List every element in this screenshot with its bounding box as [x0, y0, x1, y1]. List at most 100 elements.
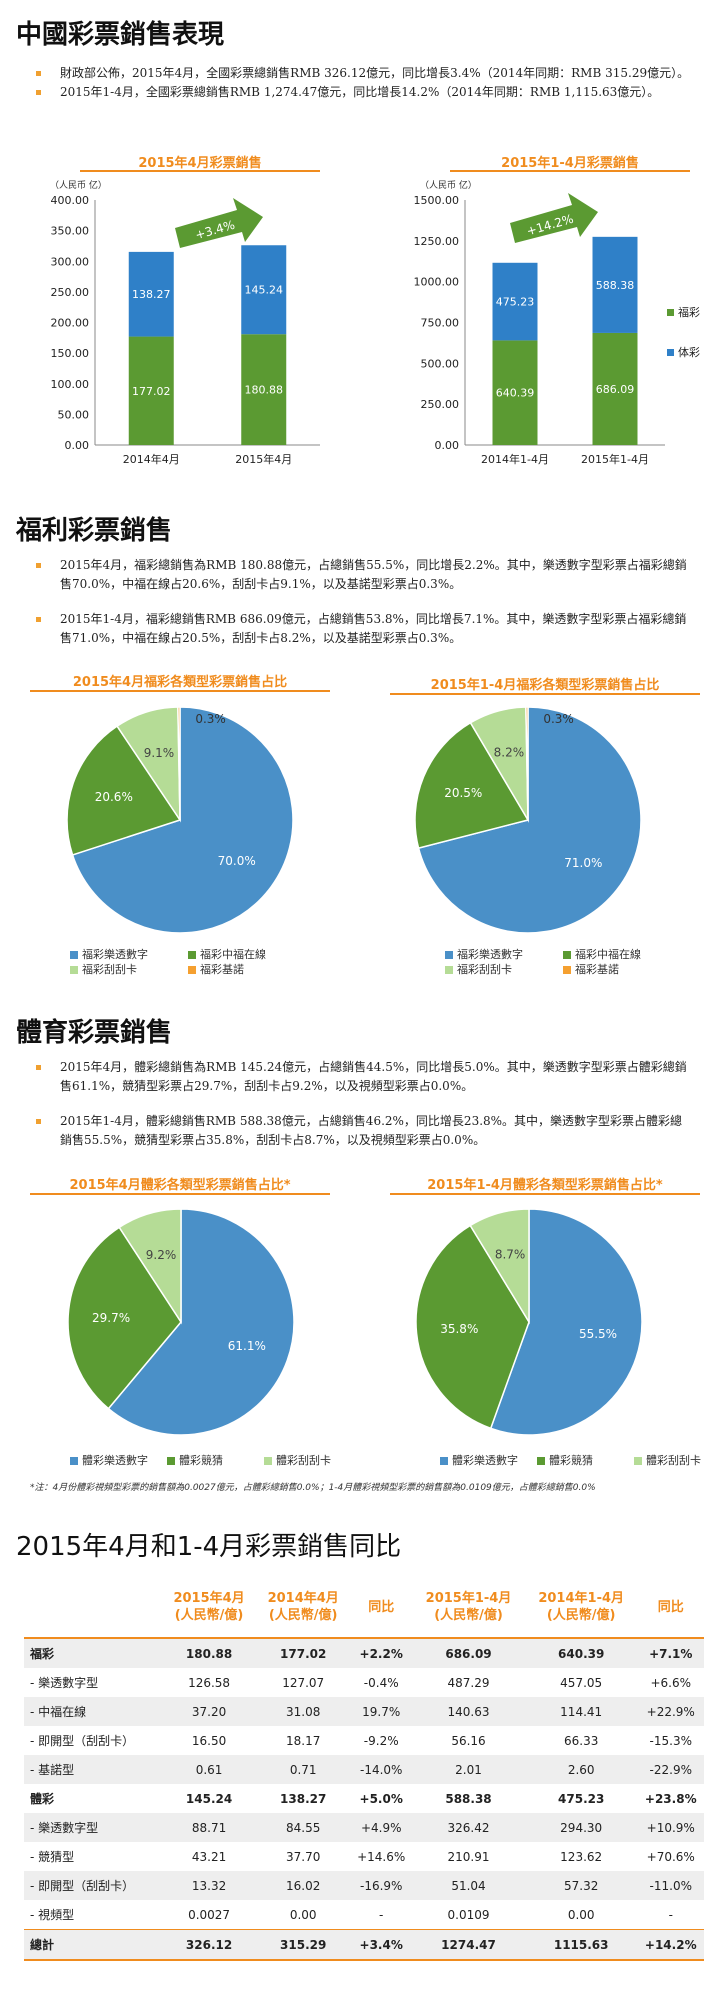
table-row: 福彩 180.88 177.02 +2.2% 686.09 640.39 +7.1%	[24, 1638, 704, 1668]
legend-label: 體彩競猜	[549, 1454, 593, 1467]
table-cell: 126.58	[188, 1675, 231, 1690]
pie-slice	[414, 721, 530, 850]
growth-arrow	[510, 193, 598, 243]
table-cell: -16.9%	[350, 1871, 413, 1900]
table-row: 總計 326.12 315.29 +3.4% 1274.47 1115.63 +14.2%	[24, 1929, 704, 1960]
legend-label: 福彩基諾	[200, 963, 244, 976]
legend-item: 福彩基諾	[188, 961, 244, 977]
table-cell: 總計	[24, 1929, 162, 1960]
table-header-cell: 2015年1-4月 (人民幣/億)	[425, 1591, 512, 1623]
legend-swatch	[537, 1457, 545, 1465]
legend-swatch	[445, 966, 453, 974]
pie-data-label: 0.3%	[543, 712, 574, 726]
bar-chart-apr: （人民币 亿） 0.00 50.00 100.00 150.00 200.00 250.00…	[50, 179, 320, 466]
table-cell: +6.6%	[650, 1675, 692, 1690]
table-cell: 123.62	[560, 1849, 603, 1864]
table-cell: 475.23	[558, 1791, 605, 1806]
legend-swatch	[264, 1457, 272, 1465]
table-cell: 0.0027	[188, 1907, 231, 1922]
pie-chart-welfare-apr: 70.0% 20.6% 9.1% 0.3%	[66, 706, 294, 934]
pie-slice	[66, 725, 182, 856]
y-tick-label: 100.00	[51, 378, 90, 391]
y-tick-label: 250.00	[421, 398, 460, 411]
table-cell: +2.2%	[350, 1638, 413, 1668]
bullet: 2015年4月，福彩總銷售為RMB 180.88億元，占總銷售55.5%，同比增…	[30, 556, 690, 594]
table-cell: +4.9%	[350, 1813, 413, 1842]
table-cell: - 樂透數字型	[30, 1676, 99, 1690]
legend-swatch	[563, 951, 571, 959]
footnote: *注：4月份體彩視頻型彩票的銷售額為0.0027億元，占體彩總銷售0.0%；1-…	[30, 1483, 596, 1493]
table-header-cell: 同比	[657, 1599, 684, 1615]
table-row: - 即開型（刮刮卡） 13.32 16.02 -16.9% 51.04 57.32 -11.…	[24, 1871, 704, 1900]
legend-label: 体彩	[678, 345, 700, 359]
table-row: - 樂透數字型 88.71 84.55 +4.9% 326.42 294.30 +10.9%	[24, 1813, 704, 1842]
legend-label: 福彩刮刮卡	[82, 963, 137, 976]
legend-swatch	[563, 966, 571, 974]
pie-data-label: 8.7%	[495, 1248, 526, 1262]
table-cell: 福彩	[24, 1638, 162, 1668]
bar-data-label: 686.09	[596, 383, 635, 396]
chart-title-underline	[450, 170, 690, 172]
table-cell: 1274.47	[412, 1929, 525, 1960]
table-cell: 588.38	[445, 1791, 492, 1806]
table-row: - 中福在線 37.20 31.08 19.7% 140.63 114.41 +22.9%	[24, 1697, 704, 1726]
table-cell: 2.60	[524, 1755, 638, 1784]
table-cell: 138.27	[280, 1791, 327, 1806]
chart-title-jan-apr-sales: 2015年1-4月彩票銷售	[501, 156, 639, 171]
table-cell: 57.32	[524, 1871, 638, 1900]
table-cell: +70.6%	[646, 1849, 695, 1864]
table-cell: +5.0%	[359, 1791, 403, 1806]
x-tick-label: 2014年4月	[123, 452, 180, 466]
chart-title-apr-sales: 2015年4月彩票銷售	[138, 156, 262, 171]
table-cell: 體彩	[30, 1792, 55, 1806]
table-cell: +22.9%	[637, 1697, 704, 1726]
table-header-cell: 2014年1-4月 (人民幣/億)	[538, 1591, 625, 1623]
section-title-comparison: 2015年4月和1-4月彩票銷售同比	[16, 1532, 402, 1562]
pie-data-label: 9.2%	[146, 1248, 177, 1262]
table-header-cell	[24, 1577, 162, 1638]
y-tick-label: 0.00	[65, 439, 90, 452]
legend-label: 福彩	[678, 305, 700, 319]
table-cell: +23.8%	[644, 1791, 697, 1806]
y-tick-label: 500.00	[421, 357, 460, 370]
table-row: - 視頻型 0.0027 0.00 - 0.0109 0.00 -	[24, 1900, 704, 1930]
table-cell: 66.33	[564, 1733, 599, 1748]
legend-item: 福彩中福在線	[563, 946, 641, 962]
legend-label: 福彩刮刮卡	[457, 963, 512, 976]
pie-legend: 體彩樂透數字 體彩競猜 體彩刮刮卡	[440, 1452, 720, 1468]
pie-data-label: 55.5%	[579, 1327, 617, 1341]
comparison-table: 2015年4月 (人民幣/億) 2014年4月 (人民幣/億) 同比 2015年1-4月(…	[24, 1577, 704, 1961]
table-header-cell: 2015年4月 (人民幣/億)	[173, 1591, 245, 1623]
legend-label: 福彩樂透數字	[82, 948, 148, 961]
table-cell: - 基諾型	[24, 1755, 162, 1784]
table-cell: 51.04	[412, 1871, 525, 1900]
pie-title-welfare-apr: 2015年4月福彩各類型彩票銷售占比	[72, 675, 288, 690]
table-row: - 競猜型 43.21 37.70 +14.6% 210.91 123.62 +70.6%	[24, 1842, 704, 1871]
bullet: 2015年1-4月，福彩總銷售RMB 686.09億元，占總銷售53.8%，同比…	[30, 610, 690, 648]
pie-slice	[417, 706, 642, 934]
pie-chart-welfare-jan-apr: 71.0% 20.5% 8.2% 0.3%	[414, 706, 642, 934]
table-cell: 84.55	[256, 1813, 351, 1842]
legend-item: 福彩刮刮卡	[70, 961, 137, 977]
table-cell: - 中福在線	[24, 1697, 162, 1726]
table-cell: - 視頻型	[30, 1908, 75, 1922]
legend-swatch	[445, 951, 453, 959]
bar-segment	[128, 251, 174, 337]
table-row: - 基諾型 0.61 0.71 -14.0% 2.01 2.60 -22.9%	[24, 1755, 704, 1784]
table-cell: 294.30	[524, 1813, 638, 1842]
table-cell: 0.00	[567, 1907, 595, 1922]
bar-segment	[128, 336, 174, 445]
legend-item: 福彩中福在線	[188, 946, 266, 962]
y-tick-label: 250.00	[51, 286, 90, 299]
table-row: - 樂透數字型 126.58 127.07 -0.4% 487.29 457.05 +6.6…	[24, 1668, 704, 1697]
chart-title-underline	[80, 170, 320, 172]
table-cell: 19.7%	[350, 1697, 413, 1726]
table-cell: 2.01	[412, 1755, 525, 1784]
table-cell: +3.4%	[350, 1929, 413, 1960]
legend-label: 體彩樂透數字	[452, 1454, 518, 1467]
pie-data-label: 9.1%	[144, 746, 175, 760]
y-tick-label: 750.00	[421, 317, 460, 330]
legend-swatch	[188, 966, 196, 974]
table-cell: 16.50	[191, 1733, 227, 1748]
pie-title-sports-jan-apr: 2015年1-4月體彩各類型彩票銷售占比*	[427, 1178, 663, 1193]
